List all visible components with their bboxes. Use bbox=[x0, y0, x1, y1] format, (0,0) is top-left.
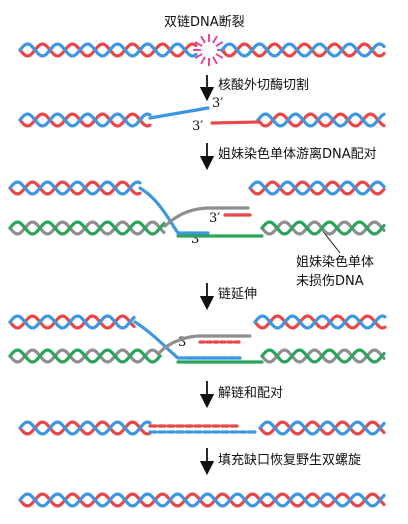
broken-left-2-strand-b bbox=[8, 180, 142, 196]
stage-annealing bbox=[18, 420, 386, 436]
burst-ray bbox=[215, 53, 224, 59]
label-undamaged-dna: 未损伤DNA bbox=[296, 274, 364, 289]
displaced-gray-3 bbox=[158, 334, 252, 354]
broken-right-3-strand-a bbox=[253, 314, 387, 330]
stage-break: 双链DNA断裂 bbox=[18, 15, 386, 66]
helix-left-1-strand-a bbox=[18, 112, 152, 128]
burst-ray bbox=[212, 35, 218, 44]
burst-ray bbox=[194, 53, 203, 59]
extended-blue-strand bbox=[133, 320, 242, 360]
prime-label-invasion-b: 3′ bbox=[191, 232, 202, 247]
broken-right-2-strand-b bbox=[248, 180, 386, 196]
stage-restored-helix bbox=[18, 492, 386, 508]
label-fill-gap: 填充缺口恢复野生双螺旋 bbox=[218, 452, 361, 468]
broken-left-2-strand-a bbox=[8, 180, 142, 196]
burst-ray bbox=[212, 56, 218, 65]
prime-label-invasion-a: 3′ bbox=[209, 211, 220, 226]
overhang-blue-3prime bbox=[148, 106, 210, 120]
label-sister-chromatid: 姐妹染色单体 bbox=[296, 254, 374, 270]
label-unwind-pair: 解链和配对 bbox=[218, 386, 283, 401]
label-extension: 链延伸 bbox=[218, 287, 257, 302]
restored-helix-strand-b bbox=[18, 492, 386, 508]
stage-strand-invasion: 3′ 3′ 姐妹染色单体 未损伤DNA bbox=[8, 180, 386, 289]
helix-right-0-strand-b bbox=[220, 42, 386, 58]
broken-right-3-strand-b bbox=[253, 314, 387, 330]
helix-right-4-strand-b bbox=[258, 420, 386, 436]
label-sister-pairing: 姐妹染色单体游离DNA配对 bbox=[218, 146, 377, 162]
broken-left-3-strand-a bbox=[8, 314, 136, 330]
sister-right-2-strand-b bbox=[260, 220, 386, 236]
helix-left-0-strand-b bbox=[18, 42, 198, 58]
helix-right-4-strand-a bbox=[258, 420, 386, 436]
break-burst-icon bbox=[193, 34, 225, 66]
helix-left-1-strand-b bbox=[18, 112, 152, 128]
broken-right-2-strand-a bbox=[248, 180, 386, 196]
overhang-red-3prime bbox=[210, 120, 260, 125]
broken-left-3-strand-b bbox=[8, 314, 136, 330]
sister-left-3-strand-b bbox=[8, 348, 162, 364]
sister-right-3-strand-b bbox=[260, 348, 386, 364]
prime-label-extension: 3′ bbox=[178, 335, 189, 350]
invading-blue-strand bbox=[138, 186, 210, 235]
label-exonuclease: 核酸外切酶切割 bbox=[218, 77, 309, 93]
label-dsb: 双链DNA断裂 bbox=[164, 15, 245, 30]
displaced-gray-loop bbox=[163, 206, 250, 228]
helix-right-1-strand-b bbox=[256, 112, 386, 128]
sister-left-2-strand-a bbox=[8, 220, 166, 236]
prime-label-upper: 3′ bbox=[212, 96, 223, 111]
burst-ray bbox=[215, 41, 224, 47]
prime-label-lower: 3′ bbox=[192, 119, 203, 134]
stage-extension: 3′ bbox=[8, 314, 387, 364]
burst-ray bbox=[200, 35, 206, 44]
helix-left-4-strand-b bbox=[18, 420, 152, 436]
helix-left-4-strand-a bbox=[18, 420, 152, 436]
stage-resection: 3′ 3′ bbox=[18, 96, 386, 134]
burst-ray bbox=[194, 41, 203, 47]
burst-ray bbox=[200, 56, 206, 65]
sister-left-2-strand-b bbox=[8, 220, 166, 236]
